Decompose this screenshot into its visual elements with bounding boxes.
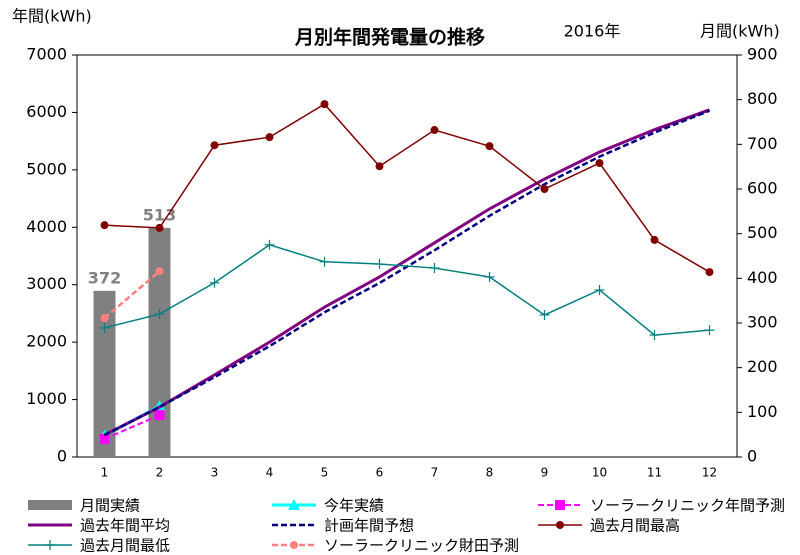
legend-marker	[290, 541, 298, 549]
line	[104, 244, 710, 336]
x-tick-label: 11	[647, 466, 662, 480]
legend-label: 月間実績	[80, 497, 140, 515]
y-tick-label: 3000	[26, 274, 67, 293]
bar	[93, 290, 116, 457]
point	[649, 330, 660, 341]
legend-marker	[45, 540, 55, 550]
point	[99, 322, 110, 333]
x-tick-label: 5	[321, 466, 329, 480]
legend-label: 今年実績	[324, 497, 384, 515]
x-tick-label: 9	[541, 466, 549, 480]
x-tick-label: 10	[592, 466, 607, 480]
point	[595, 159, 604, 168]
point	[155, 267, 164, 276]
point	[319, 256, 330, 267]
point	[704, 325, 715, 336]
point	[265, 133, 274, 142]
point	[650, 235, 659, 244]
y-tick-label: 1000	[26, 389, 67, 408]
legend-marker	[555, 500, 565, 510]
bar-label: 513	[143, 205, 176, 224]
point	[209, 277, 220, 288]
y2-tick-label: 300	[747, 313, 778, 332]
point	[539, 309, 550, 320]
line	[104, 414, 160, 440]
point	[320, 100, 329, 109]
y2-tick-label: 200	[747, 357, 778, 376]
point	[155, 223, 164, 232]
point	[485, 142, 494, 151]
legend-marker	[556, 521, 564, 529]
point	[705, 268, 714, 277]
y2-axis-label: 月間(kWh)	[700, 22, 780, 41]
legend-label: ソーラークリニック財田予測	[324, 537, 519, 555]
point	[210, 141, 219, 150]
x-tick-label: 4	[266, 466, 274, 480]
y-tick-label: 7000	[26, 45, 67, 64]
bar-label: 372	[88, 268, 121, 287]
point	[484, 271, 495, 282]
point	[154, 309, 165, 320]
point	[100, 314, 109, 323]
y2-tick-label: 600	[747, 179, 778, 198]
legend-label: ソーラークリニック年間予測	[590, 497, 785, 515]
point	[429, 263, 440, 274]
y2-tick-label: 800	[747, 89, 778, 108]
legend-marker	[288, 499, 300, 510]
x-tick-label: 3	[211, 466, 219, 480]
point	[374, 259, 385, 270]
line	[104, 103, 710, 273]
y2-tick-label: 400	[747, 268, 778, 287]
point	[430, 126, 439, 135]
x-tick-label: 12	[702, 466, 717, 480]
legend-label: 過去月間最低	[80, 537, 170, 555]
y-tick-label: 5000	[26, 159, 67, 178]
y2-tick-label: 700	[747, 134, 778, 153]
chart-title: 月別年間発電量の推移	[294, 26, 485, 49]
legend-label: 過去年間平均	[80, 517, 170, 535]
y2-tick-label: 900	[747, 45, 778, 64]
x-tick-label: 7	[431, 466, 439, 480]
y-tick-label: 2000	[26, 332, 67, 351]
chart-subtitle: 2016年	[564, 22, 621, 41]
line	[103, 270, 161, 320]
x-tick-label: 6	[376, 466, 384, 480]
line	[103, 108, 711, 437]
y-tick-label: 6000	[26, 102, 67, 121]
legend-label: 計画年間予想	[324, 517, 414, 535]
point	[100, 221, 109, 230]
point	[99, 434, 110, 445]
plot-frame	[76, 54, 738, 458]
x-tick-label: 1	[101, 466, 109, 480]
y2-tick-label: 100	[747, 402, 778, 421]
point	[375, 162, 384, 171]
y2-tick-label: 500	[747, 223, 778, 242]
bar	[148, 227, 171, 457]
point	[154, 410, 165, 421]
y-tick-label: 0	[57, 447, 67, 466]
point	[594, 284, 605, 295]
point	[540, 185, 549, 193]
point	[264, 239, 275, 250]
y-axis-label: 年間(kWh)	[12, 7, 92, 26]
x-tick-label: 2	[156, 466, 164, 480]
y-tick-label: 4000	[26, 217, 67, 236]
x-tick-label: 8	[486, 466, 494, 480]
y2-tick-label: 0	[747, 447, 757, 466]
legend-label: 過去月間最高	[590, 517, 680, 535]
legend-swatch	[28, 500, 72, 510]
